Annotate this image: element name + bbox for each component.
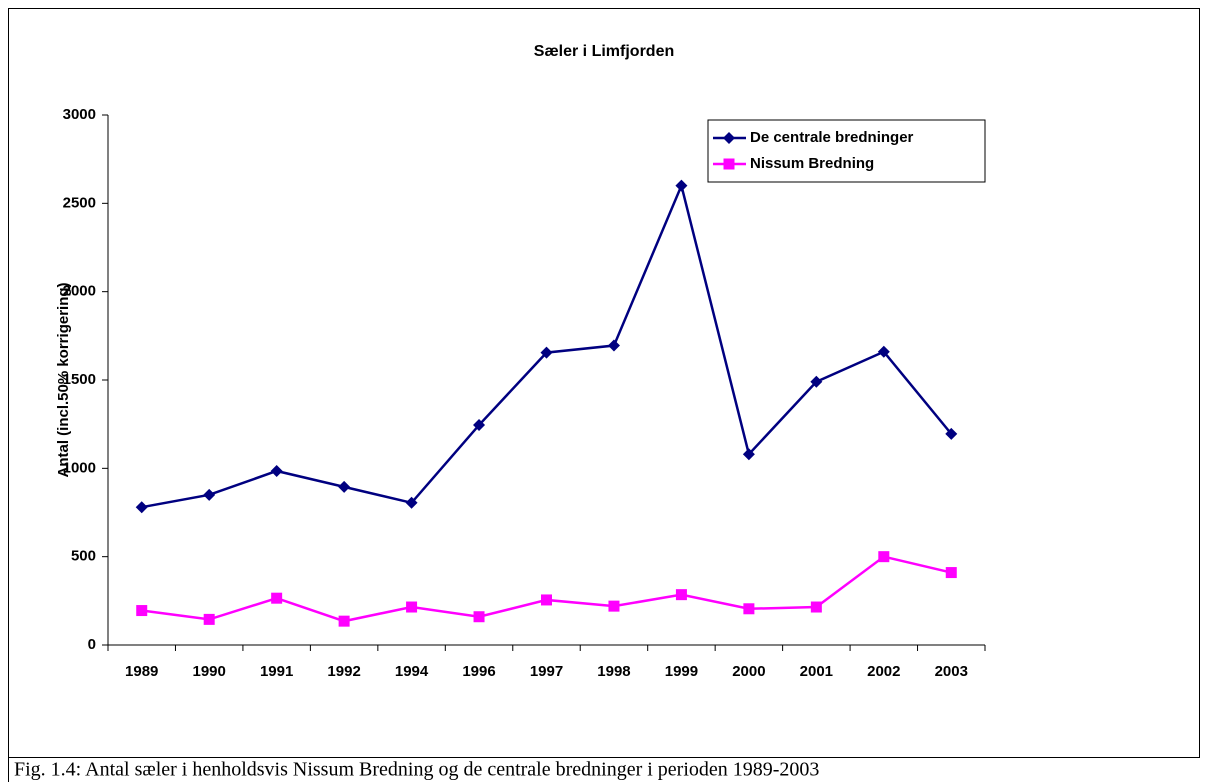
chart-title: Sæler i Limfjorden xyxy=(534,43,674,60)
x-tick-label: 2000 xyxy=(732,663,765,680)
y-tick-label: 1000 xyxy=(63,459,96,476)
data-point xyxy=(878,551,890,563)
data-point xyxy=(743,603,755,615)
data-point xyxy=(406,601,418,613)
x-tick-label: 1991 xyxy=(260,663,293,680)
data-point xyxy=(136,605,148,617)
data-point xyxy=(203,613,215,625)
data-point xyxy=(540,346,553,359)
data-point xyxy=(945,427,958,440)
y-tick-label: 500 xyxy=(71,548,96,565)
data-point xyxy=(541,594,552,606)
y-tick-label: 2500 xyxy=(63,194,96,211)
legend-label: Nissum Bredning xyxy=(750,155,874,172)
legend-box xyxy=(707,119,986,183)
x-tick-label: 1999 xyxy=(665,663,698,680)
y-tick-label: 3000 xyxy=(63,106,96,123)
x-tick-label: 2002 xyxy=(867,663,900,680)
data-point xyxy=(338,480,351,493)
data-point xyxy=(675,179,688,192)
x-tick-label: 1989 xyxy=(125,663,158,680)
data-point xyxy=(810,601,822,613)
x-tick-label: 1996 xyxy=(462,663,495,680)
x-tick-label: 2003 xyxy=(935,663,968,680)
y-tick-label: 0 xyxy=(88,636,96,653)
y-tick-label: 1500 xyxy=(63,371,96,388)
data-point xyxy=(270,464,283,477)
x-tick-label: 1992 xyxy=(327,663,360,680)
series-line xyxy=(141,555,952,623)
data-point xyxy=(338,615,350,627)
x-tick-label: 1990 xyxy=(193,663,226,680)
x-tick-label: 1994 xyxy=(395,663,429,680)
data-point xyxy=(675,589,687,601)
data-point xyxy=(473,419,486,432)
legend-marker xyxy=(723,158,735,170)
caption: Fig. 1.4: Antal sæler i henholdsvis Niss… xyxy=(14,759,819,781)
data-point xyxy=(607,339,620,352)
data-point xyxy=(945,567,957,579)
data-point xyxy=(877,345,890,358)
y-tick-label: 2000 xyxy=(63,283,96,300)
data-point xyxy=(473,611,485,623)
data-point xyxy=(271,592,283,604)
legend-label: De centrale bredninger xyxy=(750,129,914,146)
series-line xyxy=(141,181,953,509)
legend-marker xyxy=(723,132,735,144)
data-point xyxy=(742,448,755,461)
y-axis-label: Antal (incl.50% korrigering) xyxy=(55,282,72,477)
chart-border xyxy=(8,8,1200,758)
x-tick-label: 2001 xyxy=(800,663,833,680)
x-tick-label: 1998 xyxy=(597,663,630,680)
x-tick-label: 1997 xyxy=(530,663,563,680)
data-point xyxy=(135,501,148,514)
data-point xyxy=(405,496,418,509)
data-point xyxy=(810,375,823,388)
data-point xyxy=(203,488,216,501)
data-point xyxy=(608,600,620,612)
